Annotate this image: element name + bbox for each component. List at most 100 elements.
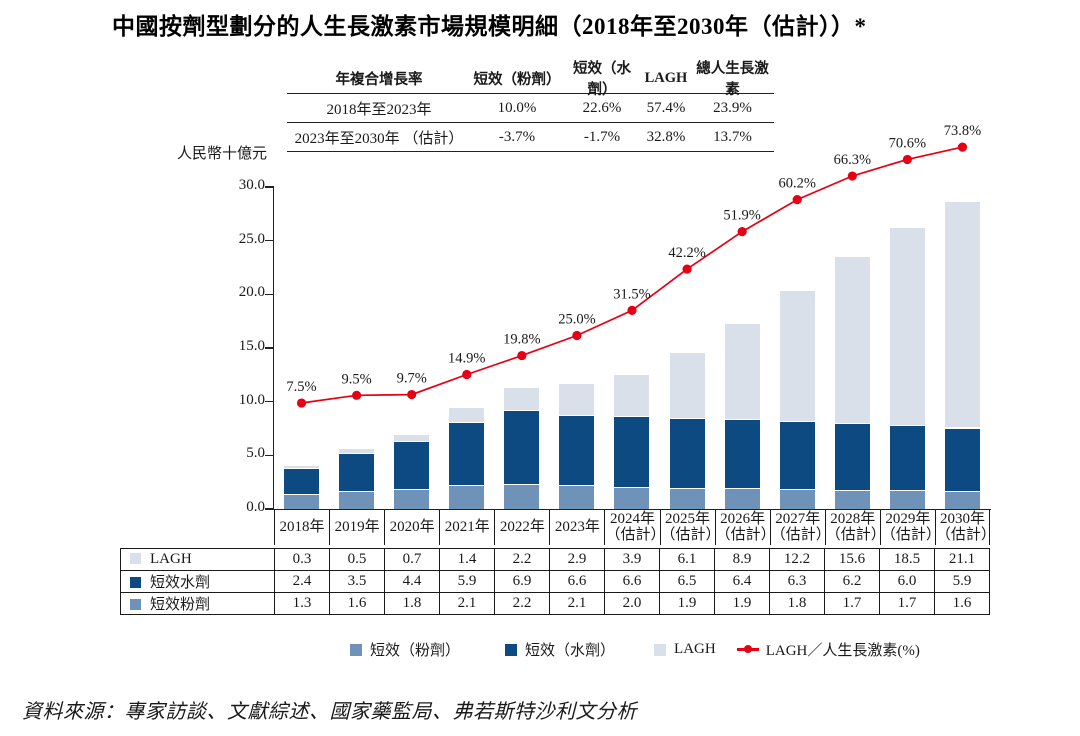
source-note: 資料來源：專家訪談、文獻綜述、國家藥監局、弗若斯特沙利文分析: [22, 701, 637, 723]
legend-item-lagh-share-line: LAGH／人生長激素(%): [736, 639, 920, 660]
table-cell: 8.9: [714, 548, 770, 571]
bar-segment-lagh: [339, 448, 375, 455]
x-axis-year-cell: 2023年: [549, 509, 604, 545]
legend-item-lagh: LAGH: [654, 641, 716, 658]
x-axis-year-cell: 2028年 （估計）: [824, 509, 886, 545]
line-point-label: 9.7%: [397, 371, 427, 387]
bar-segment-liquid: [284, 469, 320, 496]
cagr-header-cell: 年複合增長率: [335, 71, 423, 88]
bar-segment-lagh: [614, 374, 650, 417]
line-point: [352, 390, 362, 400]
table-cell: 6.2: [824, 570, 880, 593]
bar-segment-liquid: [724, 419, 760, 489]
bar-segment-powder: [669, 488, 705, 509]
line-point: [462, 369, 472, 380]
bar-segment-powder: [559, 486, 595, 509]
table-cell: 1.9: [659, 592, 715, 615]
bar-segment-lagh: [669, 353, 705, 419]
table-cell: 6.9: [494, 570, 550, 593]
chart-title: 中國按劑型劃分的人生長激素市場規模明細（2018年至2030年（估計））*: [112, 14, 867, 39]
bar-segment-liquid: [559, 415, 595, 487]
cagr-value: 22.6%: [582, 99, 622, 116]
line-point-label: 31.5%: [613, 286, 650, 302]
line-point: [572, 330, 582, 341]
y-axis-tick-label: 5.0: [246, 445, 265, 462]
row-label-cell: 短效粉劑: [120, 592, 275, 615]
x-axis-year-cell: 2020年: [384, 509, 439, 545]
bar-segment-liquid: [614, 416, 650, 488]
x-axis-year-cell: 2022年: [494, 509, 549, 545]
bar-segment-liquid: [669, 418, 705, 489]
row-label-cell: 短效水劑: [120, 570, 275, 593]
table-cell: 5.9: [439, 570, 495, 593]
table-cell: 1.6: [329, 592, 385, 615]
y-axis-tick: [265, 347, 273, 349]
row-swatch-icon: [130, 553, 141, 564]
y-axis-tick-label: 25.0: [238, 230, 265, 247]
line-point: [847, 171, 857, 181]
table-cell: 18.5: [879, 548, 935, 571]
bar-segment-liquid: [889, 426, 925, 491]
cagr-value: -3.7%: [498, 128, 536, 145]
cagr-row-label: 2023年至2030年 （估計）: [294, 130, 464, 147]
table-cell: 1.8: [769, 592, 825, 615]
line-point: [296, 398, 307, 408]
bar-segment-liquid: [504, 411, 540, 486]
bar-segment-lagh: [449, 408, 485, 424]
cagr-header-row: 年複合增長率 短效（粉劑） 短效（水劑） LAGH 總人生長激素: [287, 61, 774, 98]
bar-segment-powder: [944, 491, 980, 509]
bar-segment-powder: [504, 485, 540, 509]
cagr-row-2018-2023: 2018年至2023年 10.0% 22.6% 57.4% 23.9%: [287, 94, 774, 122]
cagr-header-cell: LAGH: [644, 69, 688, 86]
cagr-value: 13.7%: [713, 128, 752, 145]
table-cell: 2.2: [494, 592, 550, 615]
powder-swatch-icon: [350, 643, 362, 656]
line-path: [301, 146, 963, 404]
legend-item-short-acting-liquid: 短效（水劑）: [505, 639, 615, 660]
cagr-value: 32.8%: [646, 128, 686, 145]
line-point: [792, 194, 802, 205]
x-axis-line: [272, 508, 991, 510]
line-point-label: 19.8%: [503, 332, 540, 348]
table-cell: 2.2: [494, 548, 550, 571]
row-swatch-icon: [130, 599, 141, 610]
legend-label: LAGH: [674, 641, 716, 657]
table-cell: 1.7: [824, 592, 880, 615]
line-point-label: 73.8%: [944, 123, 981, 139]
bar-segment-powder: [449, 486, 485, 509]
table-cell: 4.4: [384, 570, 440, 593]
table-cell: 0.7: [384, 548, 440, 571]
chart-legend: 短效（粉劑） 短效（水劑） LAGH LAGH／人生長激素(%): [350, 639, 920, 660]
line-point-label: 14.9%: [448, 350, 485, 366]
bar-segment-powder: [614, 487, 650, 509]
line-point: [517, 350, 527, 361]
bar-segment-powder: [339, 491, 375, 509]
bar-segment-powder: [284, 495, 320, 509]
cagr-header-cell: 短效（水劑）: [573, 61, 631, 98]
table-cell: 1.4: [439, 548, 495, 571]
bar-segment-powder: [779, 489, 815, 509]
table-cell: 1.6: [934, 592, 990, 615]
table-cell: 0.5: [329, 548, 385, 571]
series-value-table: LAGH 0.3 0.5 0.7 1.4 2.2 2.9 3.9 6.1 8.9 12.2 15.6 1…: [120, 548, 990, 615]
line-point-label: 60.2%: [778, 176, 815, 192]
y-axis-tick: [265, 508, 273, 510]
y-axis-tick-label: 15.0: [238, 338, 265, 354]
bar-segment-liquid: [779, 422, 815, 490]
table-cell: 6.3: [769, 570, 825, 593]
line-point: [682, 264, 692, 274]
row-label-cell: LAGH: [120, 548, 275, 571]
y-axis-tick-label: 0.0: [246, 499, 265, 515]
x-axis-year-cell: 2030年 （估計）: [934, 509, 996, 545]
x-axis-year-cell: 2018年: [274, 509, 329, 545]
table-cell: 1.8: [384, 592, 440, 615]
line-point-label: 51.9%: [723, 208, 760, 224]
bar-segment-lagh: [834, 256, 870, 425]
x-axis-year-cell: 2021年: [439, 509, 494, 545]
table-cell: 6.5: [659, 570, 715, 593]
bar-segment-lagh: [504, 387, 540, 412]
cagr-header-cell: 總人生長激素: [696, 61, 769, 98]
bar-segment-lagh: [394, 434, 430, 443]
table-rule: [287, 151, 774, 152]
